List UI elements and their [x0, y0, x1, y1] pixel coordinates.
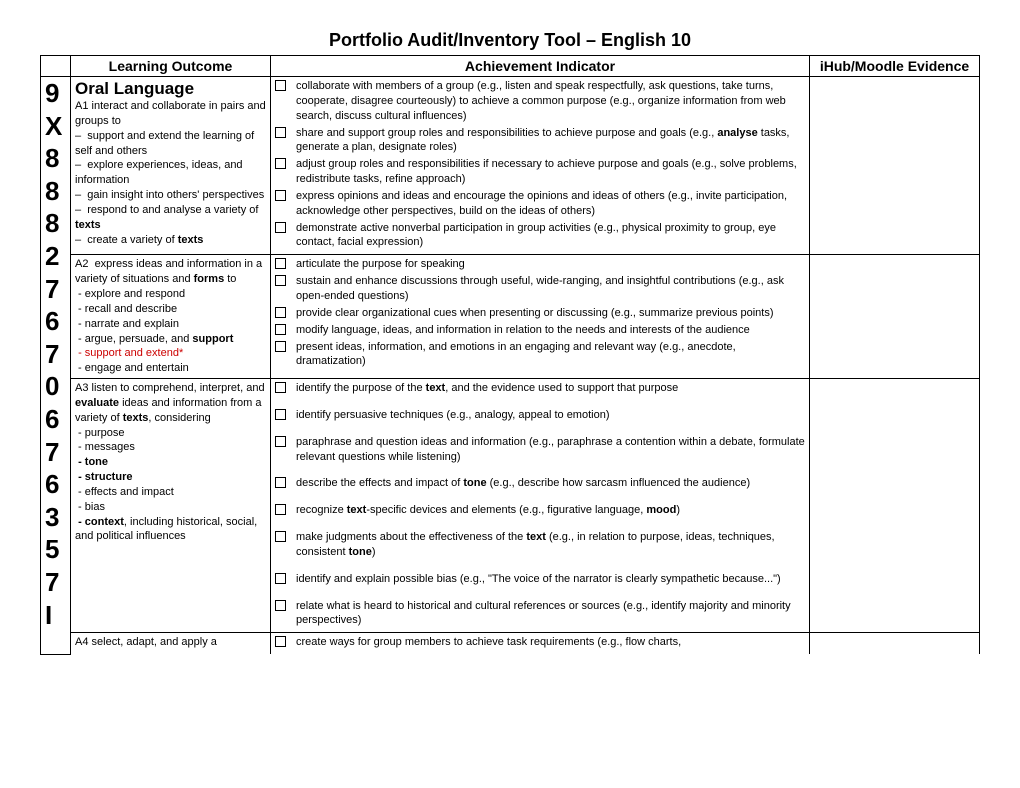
- outcome-cell: A2 express ideas and information in a va…: [71, 255, 271, 379]
- indicator-text: share and support group roles and respon…: [296, 126, 805, 156]
- checkbox[interactable]: [275, 158, 286, 169]
- checkbox[interactable]: [275, 222, 286, 233]
- checkbox[interactable]: [275, 258, 286, 269]
- evidence-cell: [810, 379, 980, 633]
- indicator-cell: collaborate with members of a group (e.g…: [271, 77, 810, 255]
- outcome-cell: Oral LanguageA1 interact and collaborate…: [71, 77, 271, 255]
- indicator-text: identify the purpose of the text, and th…: [296, 381, 805, 396]
- indicator-text: collaborate with members of a group (e.g…: [296, 79, 805, 124]
- checkbox[interactable]: [275, 275, 286, 286]
- indicator-text: demonstrate active nonverbal participati…: [296, 221, 805, 251]
- indicator-text: provide clear organizational cues when p…: [296, 306, 805, 321]
- sidebar-number: 6: [41, 305, 70, 338]
- sidebar-number: 3: [41, 501, 70, 534]
- checkbox[interactable]: [275, 636, 286, 647]
- header-evidence: iHub/Moodle Evidence: [810, 56, 980, 77]
- sidebar-number: 2: [41, 240, 70, 273]
- checkbox[interactable]: [275, 127, 286, 138]
- sidebar-number: 8: [41, 142, 70, 175]
- indicator-text: adjust group roles and responsibilities …: [296, 157, 805, 187]
- checkbox[interactable]: [275, 190, 286, 201]
- checkbox[interactable]: [275, 573, 286, 584]
- outcome-cell: A3 listen to comprehend, interpret, and …: [71, 379, 271, 633]
- checkbox[interactable]: [275, 531, 286, 542]
- checkbox[interactable]: [275, 477, 286, 488]
- indicator-text: express opinions and ideas and encourage…: [296, 189, 805, 219]
- checkbox[interactable]: [275, 504, 286, 515]
- checkbox[interactable]: [275, 600, 286, 611]
- sidebar-number: 0: [41, 370, 70, 403]
- checkbox[interactable]: [275, 341, 286, 352]
- indicator-text: identify and explain possible bias (e.g.…: [296, 572, 805, 587]
- evidence-cell: [810, 633, 980, 654]
- sidebar-number: 8: [41, 207, 70, 240]
- indicator-text: identify persuasive techniques (e.g., an…: [296, 408, 805, 423]
- indicator-text: modify language, ideas, and information …: [296, 323, 805, 338]
- evidence-cell: [810, 255, 980, 379]
- header-outcome: Learning Outcome: [71, 56, 271, 77]
- sidebar-number: 6: [41, 403, 70, 436]
- indicator-text: create ways for group members to achieve…: [296, 635, 805, 650]
- indicator-text: articulate the purpose for speaking: [296, 257, 805, 272]
- checkbox[interactable]: [275, 80, 286, 91]
- sidebar-number: I: [41, 599, 70, 632]
- header-row: Learning Outcome Achievement Indicator i…: [41, 56, 980, 77]
- checkbox[interactable]: [275, 382, 286, 393]
- indicator-text: make judgments about the effectiveness o…: [296, 530, 805, 560]
- page-title: Portfolio Audit/Inventory Tool – English…: [40, 30, 980, 51]
- sidebar-number: 7: [41, 338, 70, 371]
- indicator-text: recognize text-specific devices and elem…: [296, 503, 805, 518]
- indicator-cell: articulate the purpose for speaking susta…: [271, 255, 810, 379]
- sidebar-number: 7: [41, 436, 70, 469]
- indicator-text: describe the effects and impact of tone …: [296, 476, 805, 491]
- sidebar-numbers: 9X88827670676357I: [41, 77, 71, 655]
- indicator-text: paraphrase and question ideas and inform…: [296, 435, 805, 465]
- checkbox[interactable]: [275, 307, 286, 318]
- checkbox[interactable]: [275, 409, 286, 420]
- sidebar-number: 8: [41, 175, 70, 208]
- sidebar-number: 7: [41, 566, 70, 599]
- evidence-cell: [810, 77, 980, 255]
- checkbox[interactable]: [275, 324, 286, 335]
- header-indicator: Achievement Indicator: [271, 56, 810, 77]
- outcome-cell: A4 select, adapt, and apply a: [71, 633, 271, 654]
- checkbox[interactable]: [275, 436, 286, 447]
- section-heading: Oral Language: [75, 79, 266, 99]
- sidebar-number: 6: [41, 468, 70, 501]
- sidebar-number: X: [41, 110, 70, 143]
- sidebar-number: 5: [41, 533, 70, 566]
- audit-table: Learning Outcome Achievement Indicator i…: [40, 55, 980, 655]
- indicator-text: present ideas, information, and emotions…: [296, 340, 805, 370]
- indicator-cell: create ways for group members to achieve…: [271, 633, 810, 654]
- indicator-text: sustain and enhance discussions through …: [296, 274, 805, 304]
- sidebar-number: 7: [41, 273, 70, 306]
- sidebar-number: 9: [41, 77, 70, 110]
- indicator-text: relate what is heard to historical and c…: [296, 599, 805, 629]
- indicator-cell: identify the purpose of the text, and th…: [271, 379, 810, 633]
